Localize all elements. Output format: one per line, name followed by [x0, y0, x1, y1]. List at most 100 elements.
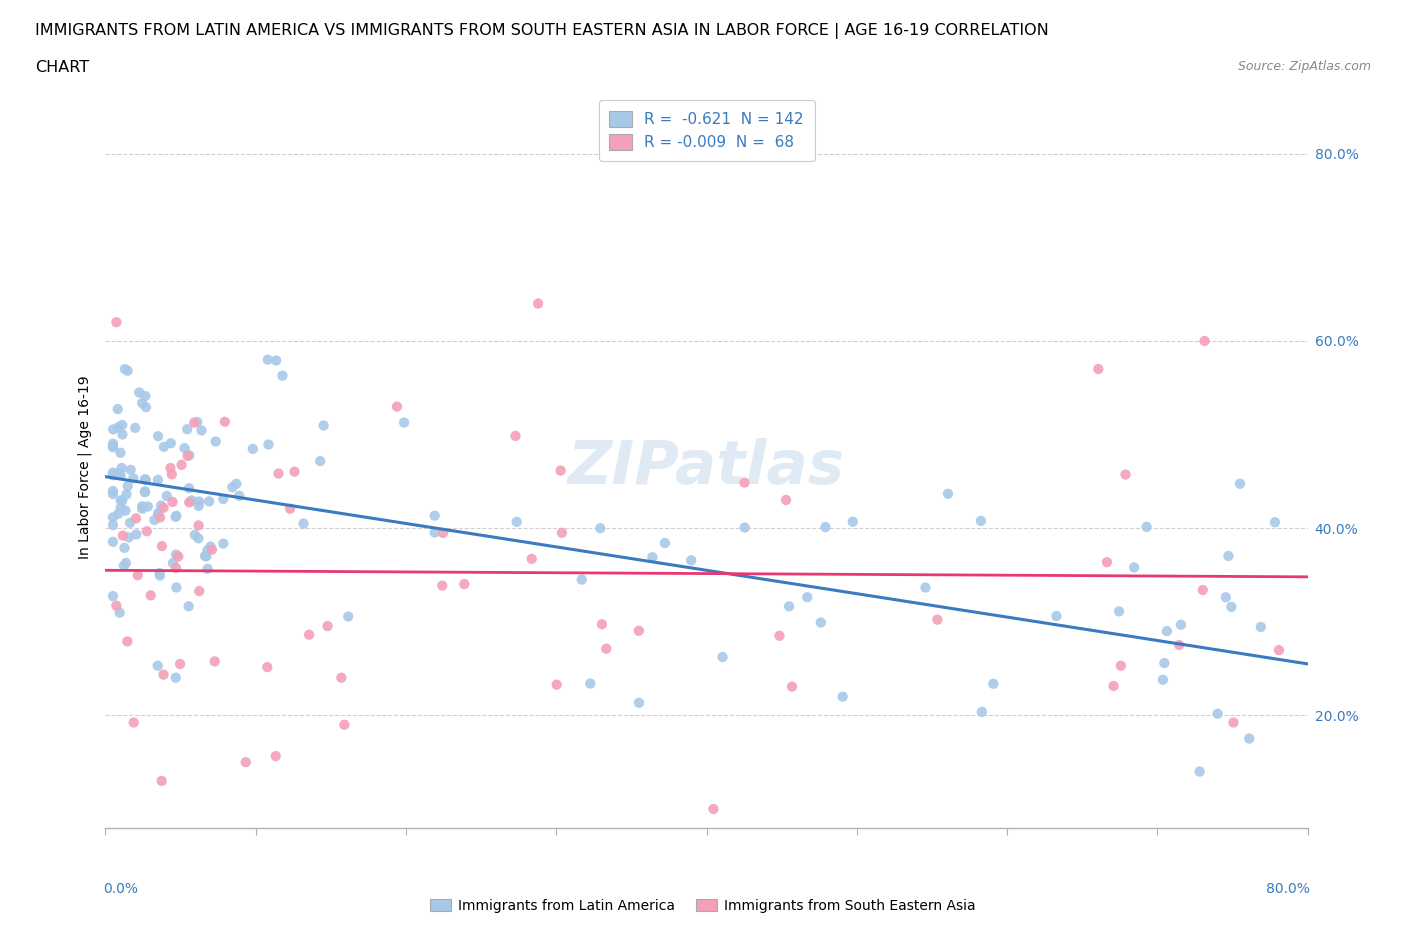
Point [187, 518, 209, 533]
Point [117, 479, 139, 494]
Point [228, 488, 250, 503]
Point [214, 414, 236, 429]
Point [162, 555, 184, 570]
Point [1188, 764, 1211, 779]
Point [131, 501, 153, 516]
Point [146, 429, 169, 444]
Point [309, 454, 332, 469]
Point [177, 481, 200, 496]
Point [131, 498, 153, 513]
Point [1095, 555, 1118, 570]
Point [283, 464, 305, 479]
Point [589, 521, 612, 536]
Point [775, 493, 797, 508]
Point [591, 617, 613, 631]
Point [1153, 656, 1175, 671]
Point [520, 551, 543, 566]
Text: CHART: CHART [35, 60, 89, 75]
Point [135, 400, 157, 415]
Point [1170, 618, 1192, 632]
Point [842, 514, 865, 529]
Point [256, 352, 278, 367]
Point [711, 649, 734, 664]
Point [165, 580, 187, 595]
Point [159, 436, 181, 451]
Point [235, 755, 257, 770]
Point [150, 538, 173, 553]
Point [107, 506, 129, 521]
Point [188, 584, 211, 599]
Point [187, 498, 209, 513]
Point [983, 676, 1005, 691]
Point [316, 618, 339, 633]
Point [115, 555, 138, 570]
Point [179, 448, 201, 463]
Point [546, 677, 568, 692]
Point [221, 480, 243, 495]
Point [101, 510, 124, 525]
Point [1215, 590, 1237, 604]
Point [136, 499, 159, 514]
Point [200, 539, 222, 554]
Point [115, 486, 138, 501]
Point [114, 503, 136, 518]
Point [1045, 608, 1067, 623]
Point [148, 505, 170, 520]
Point [165, 509, 187, 524]
Legend: R =  -0.621  N = 142, R = -0.009  N =  68: R = -0.621 N = 142, R = -0.009 N = 68 [599, 100, 814, 161]
Point [184, 527, 207, 542]
Point [1115, 467, 1137, 482]
Point [1250, 619, 1272, 634]
Point [125, 527, 148, 542]
Point [936, 486, 959, 501]
Point [177, 599, 200, 614]
Point [392, 415, 415, 430]
Point [257, 437, 280, 452]
Point [131, 395, 153, 410]
Point [110, 468, 132, 483]
Point [702, 802, 724, 817]
Point [734, 520, 756, 535]
Point [264, 353, 287, 368]
Point [267, 466, 290, 481]
Point [1087, 362, 1109, 377]
Point [165, 561, 187, 576]
Y-axis label: In Labor Force | Age 16-19: In Labor Force | Age 16-19 [77, 376, 93, 559]
Point [333, 717, 356, 732]
Point [1206, 706, 1229, 721]
Point [1135, 520, 1157, 535]
Point [627, 623, 650, 638]
Point [1218, 549, 1240, 564]
Point [1194, 334, 1216, 349]
Legend: Immigrants from Latin America, Immigrants from South Eastern Asia: Immigrants from Latin America, Immigrant… [425, 894, 981, 919]
Point [423, 508, 446, 523]
Point [111, 528, 134, 543]
Point [768, 629, 790, 644]
Point [778, 599, 800, 614]
Point [571, 572, 593, 587]
Point [1229, 476, 1251, 491]
Point [176, 448, 198, 463]
Point [101, 589, 124, 604]
Point [150, 498, 173, 513]
Point [120, 462, 142, 477]
Point [627, 696, 650, 711]
Point [117, 364, 139, 379]
Point [180, 493, 202, 508]
Point [551, 525, 574, 540]
Point [212, 537, 235, 551]
Point [165, 510, 187, 525]
Point [780, 679, 803, 694]
Point [105, 314, 128, 329]
Point [101, 439, 124, 454]
Point [453, 577, 475, 591]
Point [188, 494, 211, 509]
Point [1108, 604, 1130, 618]
Point [505, 429, 527, 444]
Point [165, 671, 187, 685]
Point [595, 641, 617, 656]
Point [197, 562, 219, 577]
Point [101, 518, 124, 533]
Point [271, 368, 294, 383]
Point [107, 466, 129, 481]
